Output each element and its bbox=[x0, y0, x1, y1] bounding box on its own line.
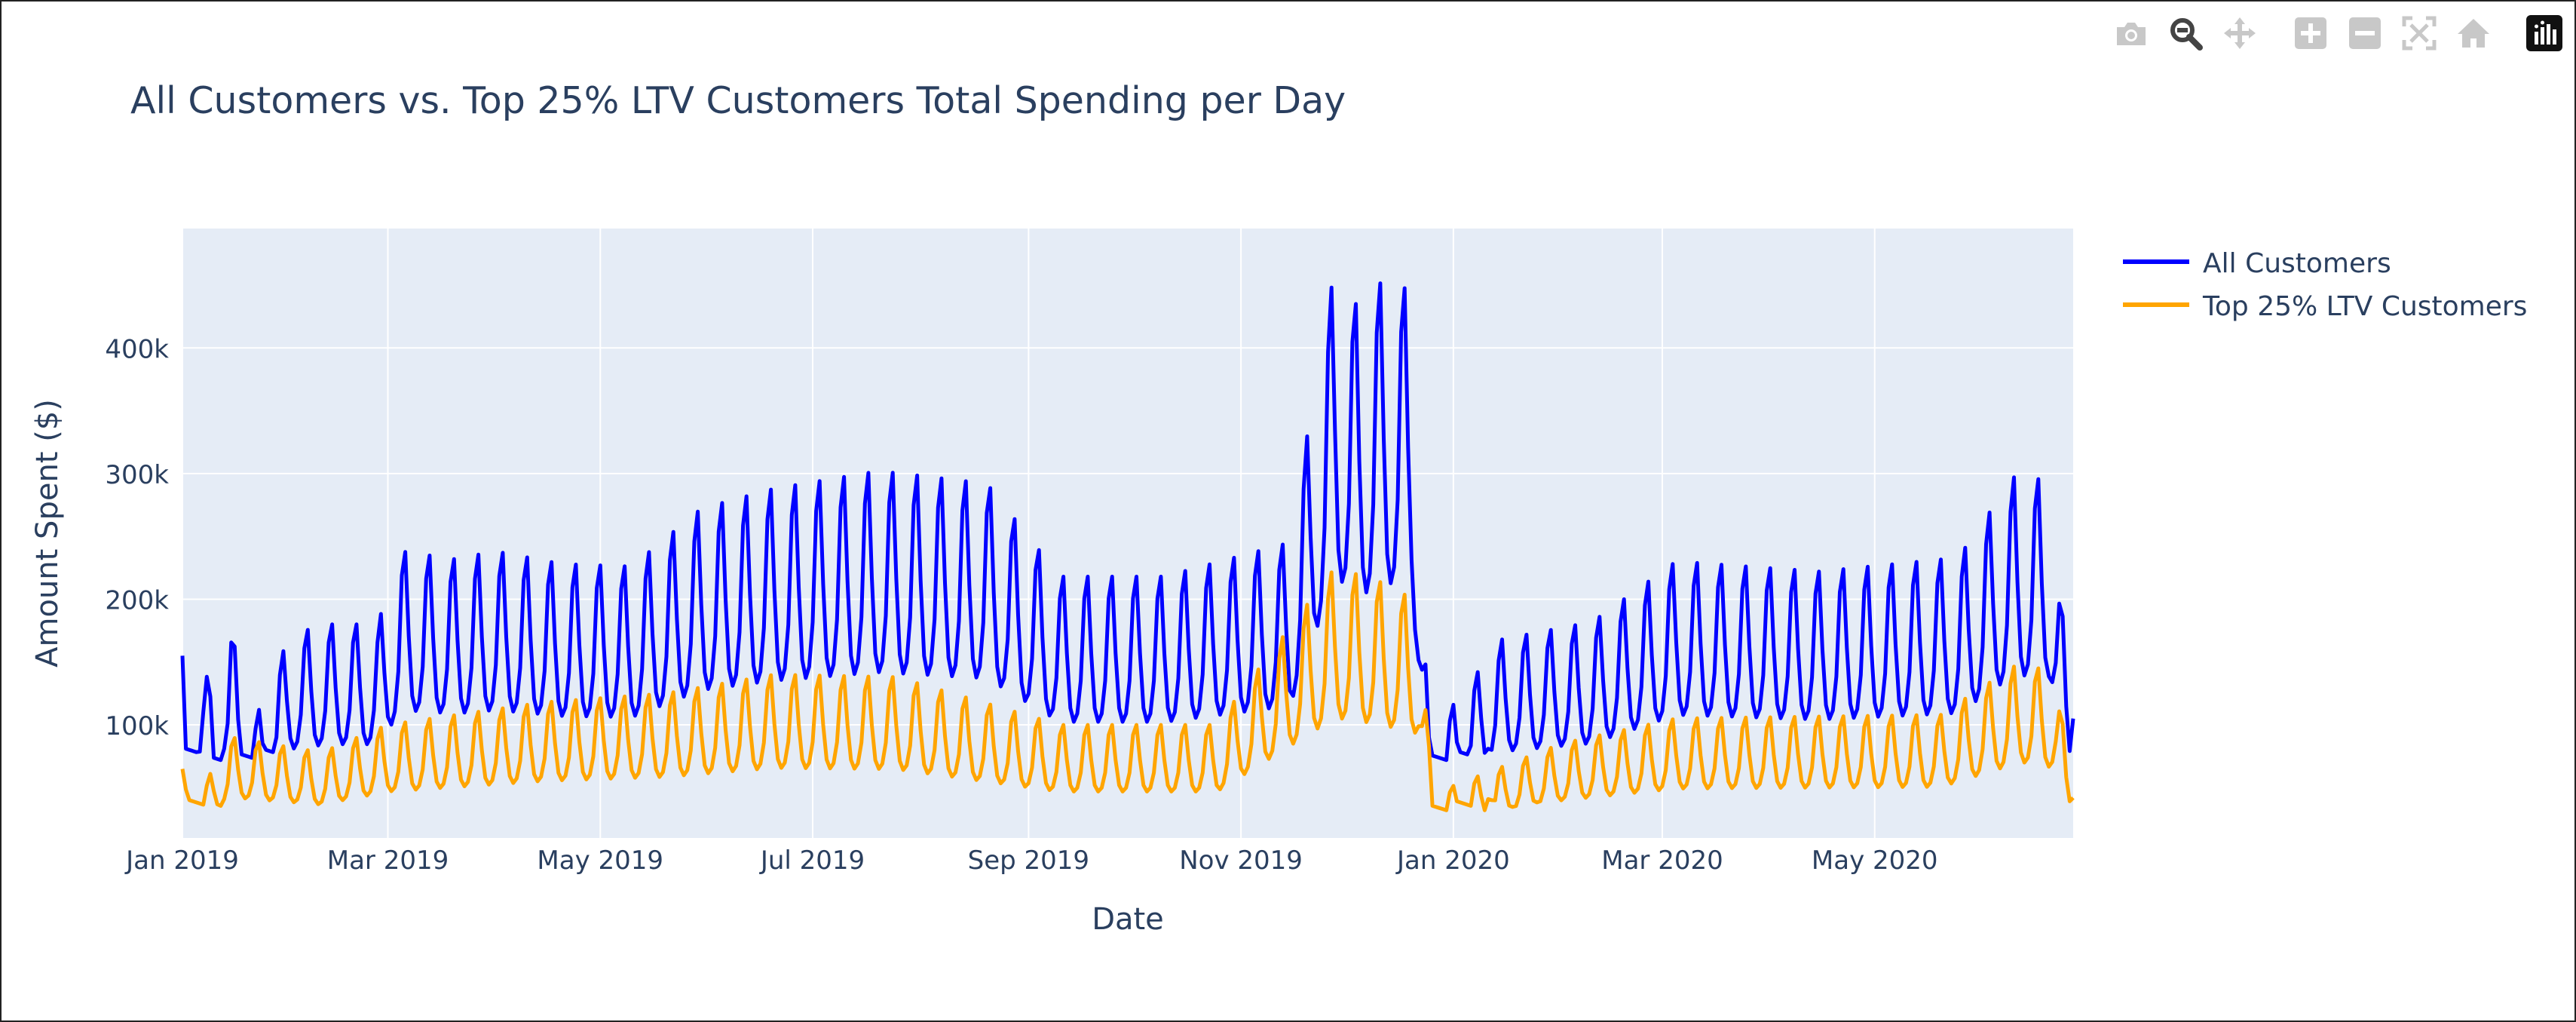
autoscale-icon[interactable] bbox=[2392, 12, 2446, 54]
reset-axes-icon[interactable] bbox=[2446, 12, 2501, 54]
legend[interactable]: All Customers Top 25% LTV Customers bbox=[2123, 248, 2527, 322]
x-tick-label: Jan 2020 bbox=[1395, 846, 1510, 876]
legend-label-all-customers: All Customers bbox=[2203, 248, 2391, 279]
y-tick-label: 400k bbox=[105, 334, 169, 364]
y-axis-title: Amount Spent ($) bbox=[30, 399, 65, 668]
x-tick-label: Nov 2019 bbox=[1179, 846, 1303, 876]
zoom-icon[interactable] bbox=[2158, 12, 2213, 54]
zoom-out-icon[interactable] bbox=[2338, 12, 2392, 54]
x-tick-label: Sep 2019 bbox=[968, 846, 1089, 876]
x-tick-label: Jul 2019 bbox=[759, 846, 865, 876]
legend-item-all-customers[interactable]: All Customers bbox=[2123, 248, 2391, 279]
x-tick-label: Jan 2019 bbox=[124, 846, 239, 876]
zoom-in-icon[interactable] bbox=[2283, 12, 2338, 54]
camera-icon[interactable] bbox=[2104, 12, 2158, 54]
legend-item-top-25-ltv[interactable]: Top 25% LTV Customers bbox=[2123, 291, 2527, 322]
x-tick-label: May 2020 bbox=[1812, 846, 1938, 876]
series-line-all-customers[interactable] bbox=[180, 281, 2075, 763]
y-tick-label: 100k bbox=[105, 711, 169, 741]
axis-ticks: 100k 200k 300k 400k Jan 2019 Mar 2019 May 2019… bbox=[105, 334, 1937, 876]
series-line-top-25-ltv[interactable] bbox=[180, 570, 2075, 812]
x-tick-label: Mar 2019 bbox=[327, 846, 449, 876]
pan-icon[interactable] bbox=[2213, 12, 2267, 54]
x-tick-label: Mar 2020 bbox=[1601, 846, 1723, 876]
x-tick-label: May 2019 bbox=[537, 846, 663, 876]
x-axis-title: Date bbox=[1092, 902, 1164, 937]
y-tick-label: 300k bbox=[105, 460, 169, 490]
legend-label-top-25-ltv: Top 25% LTV Customers bbox=[2202, 291, 2527, 322]
series-lines bbox=[180, 281, 2075, 812]
grid-lines bbox=[182, 229, 2073, 838]
modebar bbox=[2104, 12, 2571, 54]
chart-title: All Customers vs. Top 25% LTV Customers … bbox=[130, 79, 1346, 122]
plotly-logo-icon[interactable] bbox=[2517, 12, 2571, 54]
y-tick-label: 200k bbox=[105, 585, 169, 615]
